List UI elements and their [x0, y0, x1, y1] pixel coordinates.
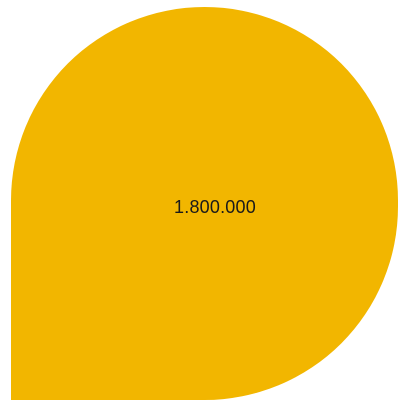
value-label: 1.800.000 [174, 197, 256, 217]
teardrop-shape [11, 7, 398, 400]
